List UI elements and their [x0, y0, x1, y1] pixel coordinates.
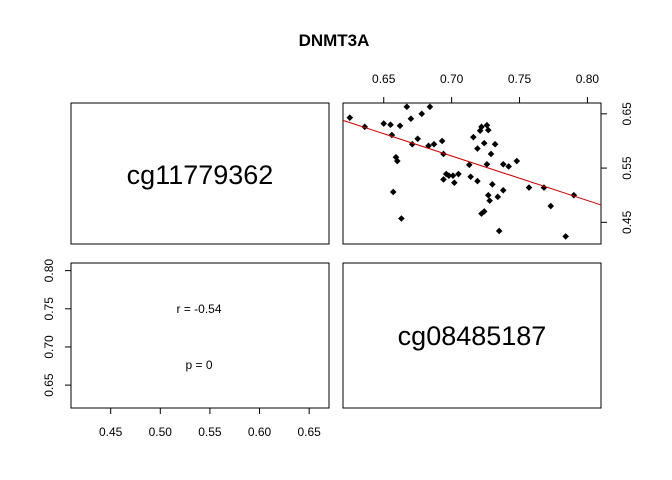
scatter-point: [449, 172, 457, 179]
scatter-point: [480, 139, 488, 147]
left-y-tick-label: 0.65: [42, 373, 56, 397]
regression-line: [342, 119, 602, 206]
chart-title: DNMT3A: [299, 31, 370, 50]
scatter-point: [426, 103, 434, 111]
scatter-point: [499, 160, 507, 168]
scatter-point: [346, 114, 354, 121]
correlation-text: r = -0.54: [176, 302, 221, 316]
scatter-point: [430, 140, 438, 148]
scatter-point: [480, 208, 488, 215]
scatter-point: [483, 160, 491, 168]
scatter-point: [562, 233, 569, 240]
scatter-point: [474, 145, 481, 152]
scatter-point: [451, 179, 458, 187]
right-y-tick-label: 0.55: [620, 156, 634, 180]
scatter-point: [499, 187, 507, 194]
scatter-point: [494, 193, 502, 201]
left-y-tick-label: 0.75: [42, 297, 56, 321]
scatter-point: [495, 227, 503, 235]
bottom-x-tick-label: 0.45: [99, 425, 123, 439]
bottom-x-tick-label: 0.55: [198, 425, 222, 439]
scatter-point: [392, 153, 400, 161]
top-x-tick-label: 0.75: [508, 72, 532, 86]
scatter-point: [455, 170, 462, 178]
scatter-point: [425, 142, 432, 150]
scatter-point: [440, 150, 447, 158]
scatter-point: [547, 202, 555, 210]
panel-top-right: [342, 102, 602, 245]
scatter-point: [478, 123, 485, 131]
variable-label-1: cg11779362: [127, 160, 274, 190]
scatter-point: [398, 215, 405, 222]
scatter-point: [438, 137, 446, 145]
scatter-point: [394, 157, 401, 165]
top-x-axis: 0.65 0.70 0.75 0.80: [372, 72, 599, 103]
scatter-point: [484, 191, 492, 199]
left-y-tick-label: 0.70: [42, 335, 56, 359]
bottom-x-tick-label: 0.60: [248, 425, 272, 439]
scatter-point: [440, 176, 447, 183]
scatter-point: [476, 127, 484, 134]
scatter-point: [467, 173, 474, 181]
scatter-points: [346, 103, 578, 240]
panel-bottom-right: [342, 262, 602, 409]
scatter-point: [483, 121, 491, 129]
scatter-point: [380, 120, 388, 127]
scatter-point: [403, 103, 411, 111]
top-x-tick-label: 0.65: [372, 72, 396, 86]
bottom-x-axis: 0.45 0.50 0.55 0.60 0.65: [99, 408, 321, 439]
scatter-point: [525, 184, 533, 191]
scatter-point: [396, 122, 404, 130]
variable-label-2: cg08485187: [398, 321, 547, 351]
top-x-tick-label: 0.70: [440, 72, 464, 86]
scatter-point: [540, 184, 548, 191]
scatter-point: [478, 210, 485, 217]
scatter-point: [474, 177, 481, 185]
scatter-point: [489, 181, 496, 188]
scatter-point: [414, 135, 421, 143]
right-y-tick-label: 0.45: [620, 210, 634, 234]
left-y-tick-label: 0.80: [42, 259, 56, 283]
panel-top-left: [70, 102, 330, 245]
scatter-point: [445, 172, 453, 179]
scatter-point: [491, 140, 499, 148]
scatter-point: [470, 133, 477, 141]
scatter-point: [389, 188, 397, 196]
right-y-axis: 0.45 0.55 0.65: [601, 102, 634, 234]
scatter-point: [486, 197, 493, 204]
scatter-point: [387, 121, 394, 128]
scatter-point: [465, 161, 473, 169]
scatter-point: [407, 115, 415, 123]
scatter-point: [484, 126, 492, 134]
pvalue-text: p = 0: [185, 358, 212, 372]
bottom-x-tick-label: 0.65: [297, 425, 321, 439]
left-y-axis: 0.65 0.70 0.75 0.80: [42, 259, 71, 397]
right-y-tick-label: 0.65: [620, 102, 634, 126]
scatter-point: [505, 163, 512, 170]
top-x-tick-label: 0.80: [576, 72, 600, 86]
scatter-point: [513, 157, 521, 165]
panel-bottom-left: [70, 262, 330, 409]
scatter-point: [487, 150, 495, 158]
scatter-point: [418, 110, 426, 118]
bottom-x-tick-label: 0.50: [149, 425, 173, 439]
